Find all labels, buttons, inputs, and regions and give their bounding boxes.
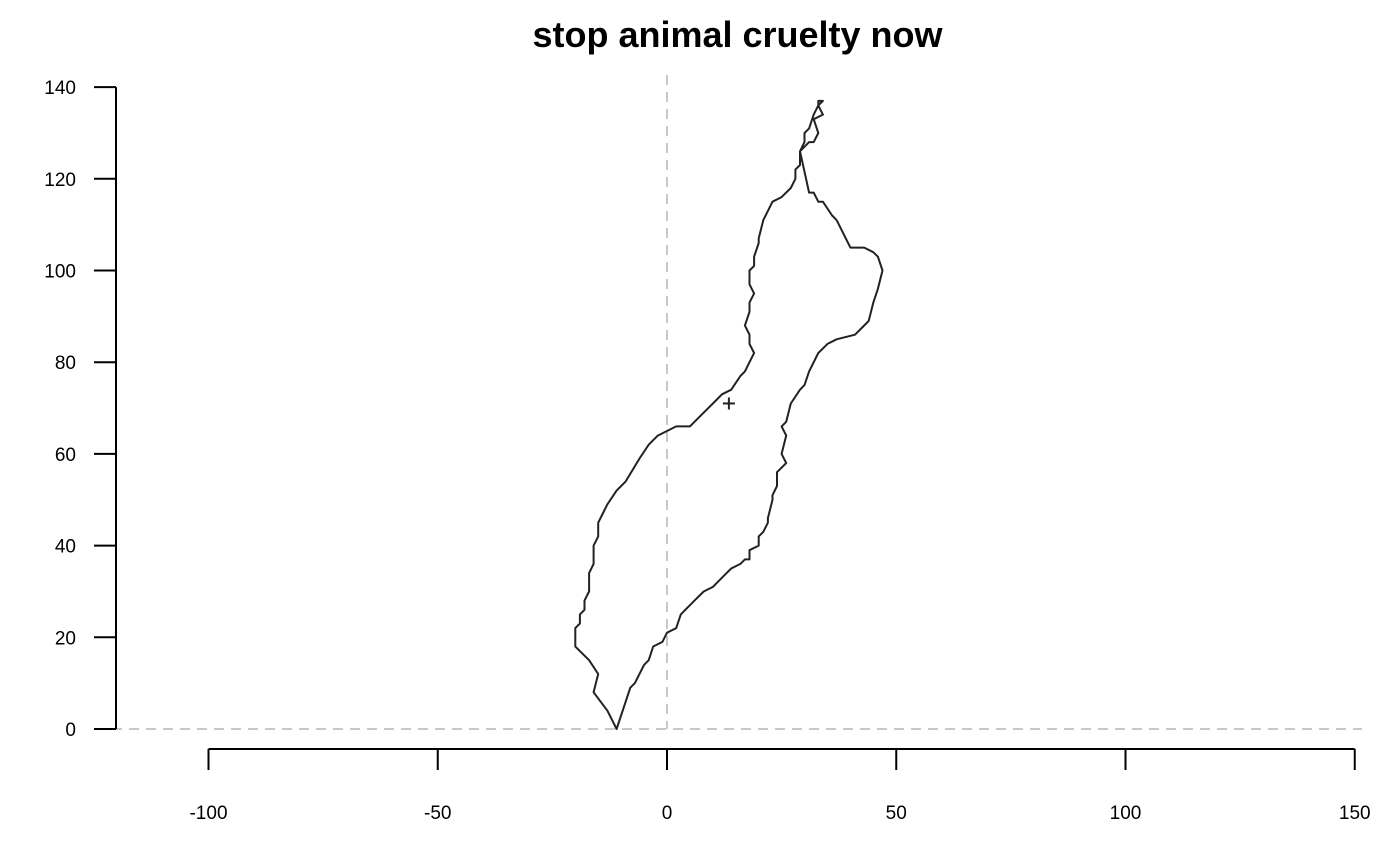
x-tick-label: 0 — [662, 803, 673, 824]
x-tick-label: 150 — [1339, 803, 1371, 824]
y-tick-label: 60 — [55, 445, 76, 466]
y-tick-label: 100 — [44, 262, 76, 283]
y-tick-label: 0 — [65, 720, 76, 741]
x-tick-label: 100 — [1110, 803, 1142, 824]
y-tick-label: 140 — [44, 78, 76, 99]
series-outline — [574, 99, 884, 730]
x-tick-label: -100 — [189, 803, 227, 824]
y-tick-label: 120 — [44, 170, 76, 191]
x-axis: -100 -50 0 50 100 150 — [189, 748, 1371, 824]
marker-layer — [722, 397, 735, 410]
y-tick-label: 20 — [55, 628, 76, 649]
y-tick-label: 80 — [55, 353, 76, 374]
x-tick-label: -50 — [424, 803, 451, 824]
y-tick-label: 40 — [55, 537, 76, 558]
series-layer — [574, 99, 884, 730]
chart-title: stop animal cruelty now — [532, 14, 943, 55]
y-axis: 0 20 40 60 80 100 120 140 — [44, 78, 117, 741]
centroid-plus-marker — [722, 397, 735, 410]
reference-lines — [95, 75, 1362, 730]
x-tick-label: 50 — [886, 803, 907, 824]
